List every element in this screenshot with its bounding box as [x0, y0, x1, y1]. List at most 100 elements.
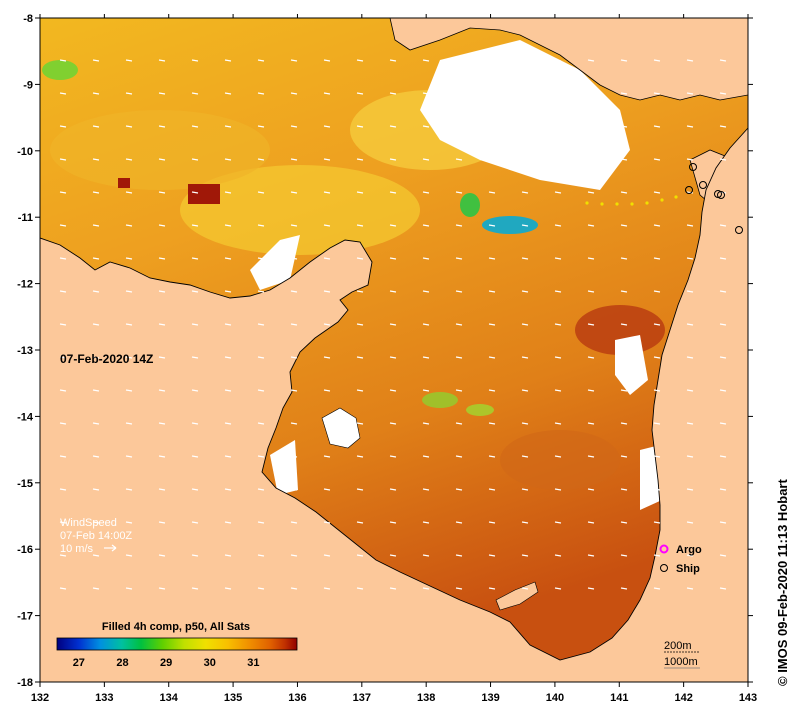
- wind-vector: [290, 92, 298, 95]
- wind-vector: [389, 257, 397, 260]
- wind-vector: [356, 356, 364, 359]
- new-guinea-landmass: [389, 18, 748, 101]
- wind-vector: [653, 191, 661, 194]
- wind-legend-title: WindSpeed: [60, 517, 117, 529]
- lon-tick-label: 133: [95, 692, 113, 704]
- wind-vector: [422, 191, 430, 194]
- wind-vector: [389, 323, 397, 326]
- lon-tick-label: 141: [610, 692, 628, 704]
- lat-tick-label: -10: [17, 146, 33, 158]
- wind-vector: [389, 356, 397, 359]
- wind-vector: [455, 521, 463, 524]
- wind-vector: [257, 158, 265, 161]
- map-timestamp: 07-Feb-2020 14Z: [60, 352, 153, 366]
- wind-vector: [224, 554, 232, 557]
- wind-vector: [620, 257, 628, 260]
- lon-tick-label: 135: [224, 692, 242, 704]
- wind-vector: [521, 455, 529, 458]
- wind-vector: [224, 290, 232, 293]
- wind-vector: [719, 554, 727, 557]
- wind-vector: [389, 521, 397, 524]
- wind-vector: [356, 422, 364, 425]
- wind-vector: [455, 554, 463, 557]
- lat-tick-label: -15: [17, 478, 33, 490]
- wind-vector: [686, 455, 694, 458]
- wind-vector: [191, 521, 199, 524]
- wind-vector: [488, 92, 496, 95]
- wind-vector: [257, 59, 265, 62]
- wind-vector: [59, 290, 67, 293]
- wind-vector: [686, 521, 694, 524]
- lon-axis: 132 133 134 135 136 137 138 139 140 141 142 143: [31, 14, 757, 704]
- wind-vector: [587, 125, 595, 128]
- wind-vector: [389, 554, 397, 557]
- wind-vector: [59, 455, 67, 458]
- wind-vector: [389, 224, 397, 227]
- wind-vector: [290, 290, 298, 293]
- wind-vector: [554, 554, 562, 557]
- wind-vector: [257, 554, 265, 557]
- wind-vector: [653, 521, 661, 524]
- wind-vector: [92, 158, 100, 161]
- wind-vector: [587, 356, 595, 359]
- wind-vector: [422, 389, 430, 392]
- wind-vector: [488, 488, 496, 491]
- wind-vector: [257, 356, 265, 359]
- wind-vector: [125, 521, 133, 524]
- lon-tick-label: 132: [31, 692, 49, 704]
- wind-vector: [59, 422, 67, 425]
- colorbar-tick-label: 28: [116, 657, 128, 669]
- australia-landmass: [40, 127, 748, 682]
- wind-vector: [521, 290, 529, 293]
- wind-vector: [59, 125, 67, 128]
- lon-tick-label: 136: [288, 692, 306, 704]
- wind-vector: [653, 59, 661, 62]
- wind-vector: [158, 257, 166, 260]
- wind-vector: [554, 323, 562, 326]
- wind-vector: [389, 59, 397, 62]
- wind-vector: [422, 587, 430, 590]
- wind-vector: [92, 191, 100, 194]
- wind-vector: [224, 422, 232, 425]
- wind-vector: [521, 356, 529, 359]
- wind-legend-scale: 10 m/s: [60, 543, 94, 555]
- wind-vector: [653, 422, 661, 425]
- wind-vector: [290, 125, 298, 128]
- wind-vector: [719, 323, 727, 326]
- wind-vector: [125, 92, 133, 95]
- wind-vector: [125, 587, 133, 590]
- wind-vector: [224, 323, 232, 326]
- wind-vector: [92, 323, 100, 326]
- wind-legend-time: 07-Feb 14:00Z: [60, 530, 132, 542]
- lat-tick-label: -13: [17, 345, 33, 357]
- wind-vector: [224, 587, 232, 590]
- wind-vector: [290, 356, 298, 359]
- wind-vector: [224, 488, 232, 491]
- wind-vector: [521, 521, 529, 524]
- wind-vector: [125, 191, 133, 194]
- wind-vector: [356, 290, 364, 293]
- wind-vector: [191, 356, 199, 359]
- wind-vector: [356, 224, 364, 227]
- wind-vector: [59, 389, 67, 392]
- wind-vector: [488, 521, 496, 524]
- wind-vector: [620, 488, 628, 491]
- wind-vector: [521, 422, 529, 425]
- wind-vector: [587, 59, 595, 62]
- wind-vector: [686, 290, 694, 293]
- wind-vector: [719, 224, 727, 227]
- wind-vector: [59, 356, 67, 359]
- lon-tick-label: 137: [353, 692, 371, 704]
- wind-vector: [719, 356, 727, 359]
- wind-vector: [455, 455, 463, 458]
- wind-vector: [92, 554, 100, 557]
- wind-vector: [488, 59, 496, 62]
- wind-vector: [158, 455, 166, 458]
- wind-vector: [719, 125, 727, 128]
- wind-vector: [686, 224, 694, 227]
- wind-vector: [125, 554, 133, 557]
- wind-vector: [521, 158, 529, 161]
- wind-vector: [59, 59, 67, 62]
- lat-tick-label: -11: [18, 212, 33, 224]
- wind-vector: [323, 59, 331, 62]
